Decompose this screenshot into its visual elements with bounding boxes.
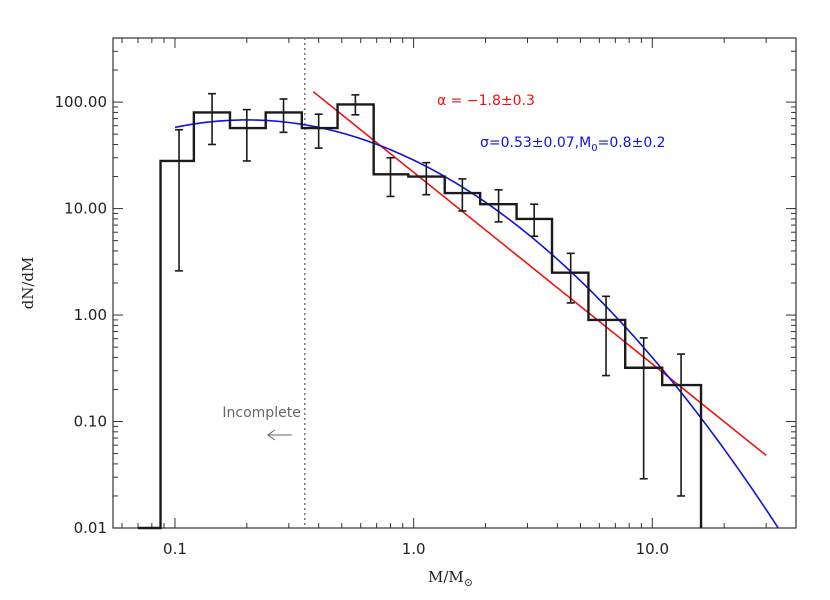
y-tick-label: 0.10 [74, 413, 107, 431]
y-tick-label: 10.00 [64, 200, 107, 218]
histogram-steps [137, 103, 703, 530]
lognormal-label-main: σ=0.53±0.07,M [480, 135, 591, 151]
tick-labels: 0.1 1.0 10.0 0.01 0.10 1.00 10.00 100.00 [55, 93, 670, 558]
x-tick-label: 1.0 [402, 540, 426, 558]
x-tick-label: 10.0 [636, 540, 669, 558]
lognormal-label-sub: 0 [591, 143, 597, 154]
power-law-label: α = −1.8±0.3 [437, 93, 535, 109]
x-axis-title-sub: ⊙ [464, 576, 473, 589]
y-tick-label: 0.01 [74, 519, 107, 537]
fit-curves [174, 91, 780, 528]
arrow-head [266, 429, 276, 441]
error-bars [175, 92, 686, 497]
left-arrow-icon [266, 429, 292, 441]
lognormal-label: σ=0.53±0.07,M0=0.8±0.2 [480, 135, 666, 154]
power-law-line [312, 91, 767, 457]
incomplete-label: Incomplete [222, 405, 300, 421]
y-tick-label: 100.00 [55, 93, 108, 111]
histogram [137, 103, 703, 530]
x-tick-label: 0.1 [163, 540, 187, 558]
axis-ticks [113, 38, 796, 529]
lognormal-label-tail: =0.8±0.2 [598, 135, 666, 151]
lognormal-curve [174, 119, 780, 528]
y-axis-title: dN/dM [19, 257, 37, 310]
x-axis-title-main: M/M [428, 568, 464, 586]
x-axis-title: M/M⊙ [428, 568, 473, 589]
y-tick-label: 1.00 [74, 306, 107, 324]
